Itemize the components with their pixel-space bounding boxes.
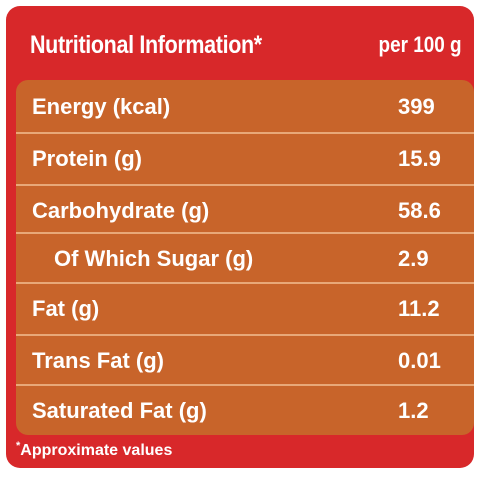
table-row-energy: Energy (kcal) 399 (16, 82, 474, 131)
nutrient-label: Protein (g) (32, 145, 142, 171)
nutrition-panel: Nutritional Information* per 100 g Energ… (6, 6, 474, 468)
table-row-trans-fat: Trans Fat (g) 0.01 (16, 336, 474, 385)
table-row-sugar: Of Which Sugar (g) 2.9 (16, 234, 474, 283)
table-row-protein: Protein (g) 15.9 (16, 134, 474, 183)
row-divider (16, 232, 474, 234)
table-row-saturated-fat: Saturated Fat (g) 1.2 (16, 386, 474, 435)
nutrient-value: 2.9 (398, 245, 429, 271)
panel-title: Nutritional Information* (30, 30, 262, 59)
row-divider (16, 282, 474, 284)
nutrition-table: Energy (kcal) 399 Protein (g) 15.9 Carbo… (16, 80, 474, 435)
nutrient-value: 1.2 (398, 397, 429, 423)
table-row-fat: Fat (g) 11.2 (16, 284, 474, 333)
nutrient-value: 11.2 (398, 295, 440, 321)
nutrient-value: 58.6 (398, 197, 441, 223)
nutrient-label: Carbohydrate (g) (32, 197, 210, 223)
row-divider (16, 334, 474, 336)
footnote-text: Approximate values (20, 442, 173, 459)
table-header: Nutritional Information* per 100 g (6, 6, 474, 84)
nutrient-label: Energy (kcal) (32, 93, 171, 119)
row-divider (16, 384, 474, 386)
nutrient-value: 399 (398, 93, 435, 119)
row-divider (16, 132, 474, 134)
row-divider (16, 184, 474, 186)
nutrient-label: Saturated Fat (g) (32, 397, 207, 423)
footnote: *Approximate values (16, 440, 173, 460)
nutrient-label: Fat (g) (32, 295, 100, 321)
nutrient-value: 0.01 (398, 347, 441, 373)
nutrient-label: Trans Fat (g) (32, 347, 165, 373)
serving-basis: per 100 g (378, 32, 462, 57)
table-row-carbohydrate: Carbohydrate (g) 58.6 (16, 186, 474, 235)
nutrient-value: 15.9 (398, 145, 441, 171)
nutrient-label: Of Which Sugar (g) (54, 245, 254, 271)
footnote-marker: * (16, 440, 21, 452)
